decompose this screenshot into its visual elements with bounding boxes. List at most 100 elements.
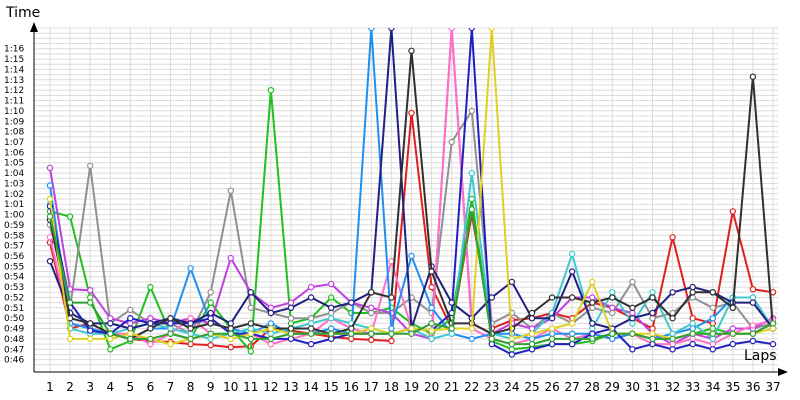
data-point (307, 320, 315, 327)
data-point (468, 107, 475, 115)
data-point (649, 294, 656, 301)
x-tick-label: 6 (147, 380, 155, 394)
data-point (307, 325, 315, 332)
data-point (589, 335, 596, 343)
x-tick-label: 15 (324, 380, 339, 394)
data-point (689, 289, 696, 296)
data-point (46, 234, 54, 241)
data-point (589, 325, 596, 332)
data-point (709, 325, 717, 332)
data-point (167, 320, 174, 327)
y-tick-label: 1:12 (4, 86, 24, 96)
data-point (709, 304, 717, 311)
x-tick-label: 17 (364, 380, 379, 394)
data-point (729, 330, 737, 337)
data-point (569, 294, 576, 301)
data-point (669, 289, 676, 296)
data-point (348, 330, 355, 337)
x-axis-arrow-icon (778, 368, 788, 376)
data-point (147, 340, 154, 348)
y-tick-label: 0:47 (4, 345, 24, 355)
x-tick-label: 9 (207, 380, 215, 394)
data-point (548, 330, 556, 337)
data-point (207, 315, 214, 322)
data-point (629, 346, 636, 353)
data-point (86, 294, 94, 301)
data-point (569, 268, 576, 275)
data-point (247, 348, 254, 355)
data-point (307, 294, 315, 301)
y-tick-label: 0:56 (4, 252, 24, 262)
data-point (629, 309, 636, 317)
data-point (307, 330, 315, 337)
y-tick-label: 0:55 (4, 262, 24, 272)
data-point (66, 299, 74, 306)
data-point (609, 330, 616, 337)
data-point (528, 340, 536, 348)
data-point (589, 299, 596, 306)
data-point (227, 320, 234, 327)
data-point (709, 340, 717, 348)
data-point (749, 337, 757, 345)
data-point (569, 340, 576, 348)
data-point (528, 335, 536, 343)
data-point (428, 320, 435, 327)
data-point (46, 164, 54, 172)
data-point (227, 325, 234, 332)
data-point (448, 138, 455, 146)
y-tick-label: 1:04 (4, 169, 24, 179)
data-point (749, 286, 757, 293)
x-tick-label: 7 (167, 380, 175, 394)
y-tick-label: 1:02 (4, 190, 24, 200)
data-point (589, 278, 596, 286)
data-point (749, 330, 757, 337)
data-point (709, 289, 717, 296)
y-tick-label: 0:53 (4, 283, 24, 293)
data-point (428, 304, 435, 311)
data-point (107, 346, 114, 353)
data-point (468, 325, 475, 332)
data-point (328, 309, 335, 317)
x-tick-label: 35 (725, 380, 740, 394)
data-point (368, 336, 375, 344)
data-point (287, 315, 295, 322)
data-point (368, 28, 375, 32)
data-point (468, 335, 475, 343)
data-point (689, 330, 696, 337)
data-point (187, 265, 194, 272)
data-point (247, 320, 254, 327)
data-point (669, 335, 676, 343)
y-tick-label: 1:14 (4, 66, 24, 76)
data-point (247, 335, 254, 343)
data-point (548, 315, 556, 322)
data-point (729, 208, 737, 215)
data-point (609, 289, 616, 296)
data-point (147, 325, 154, 332)
y-tick-label: 1:13 (4, 76, 24, 86)
data-point (769, 340, 777, 348)
data-point (488, 28, 495, 32)
y-tick-label: 0:57 (4, 242, 24, 252)
data-point (488, 294, 495, 301)
data-point (247, 289, 254, 296)
y-axis-title: Time (5, 5, 40, 21)
data-point (408, 47, 415, 55)
x-tick-label: 13 (283, 380, 298, 394)
data-point (448, 330, 455, 337)
x-tick-label: 23 (484, 380, 499, 394)
x-tick-label: 11 (243, 380, 258, 394)
x-tick-label: 28 (585, 380, 600, 394)
data-point (448, 325, 455, 332)
y-tick-label: 0:49 (4, 325, 24, 335)
data-point (167, 330, 174, 337)
data-point (287, 320, 295, 327)
data-point (328, 335, 335, 343)
data-point (307, 340, 315, 348)
data-point (388, 337, 395, 345)
data-point (207, 335, 214, 343)
data-point (388, 330, 395, 337)
data-point (729, 304, 737, 311)
data-point (528, 325, 536, 332)
data-point (569, 320, 576, 327)
